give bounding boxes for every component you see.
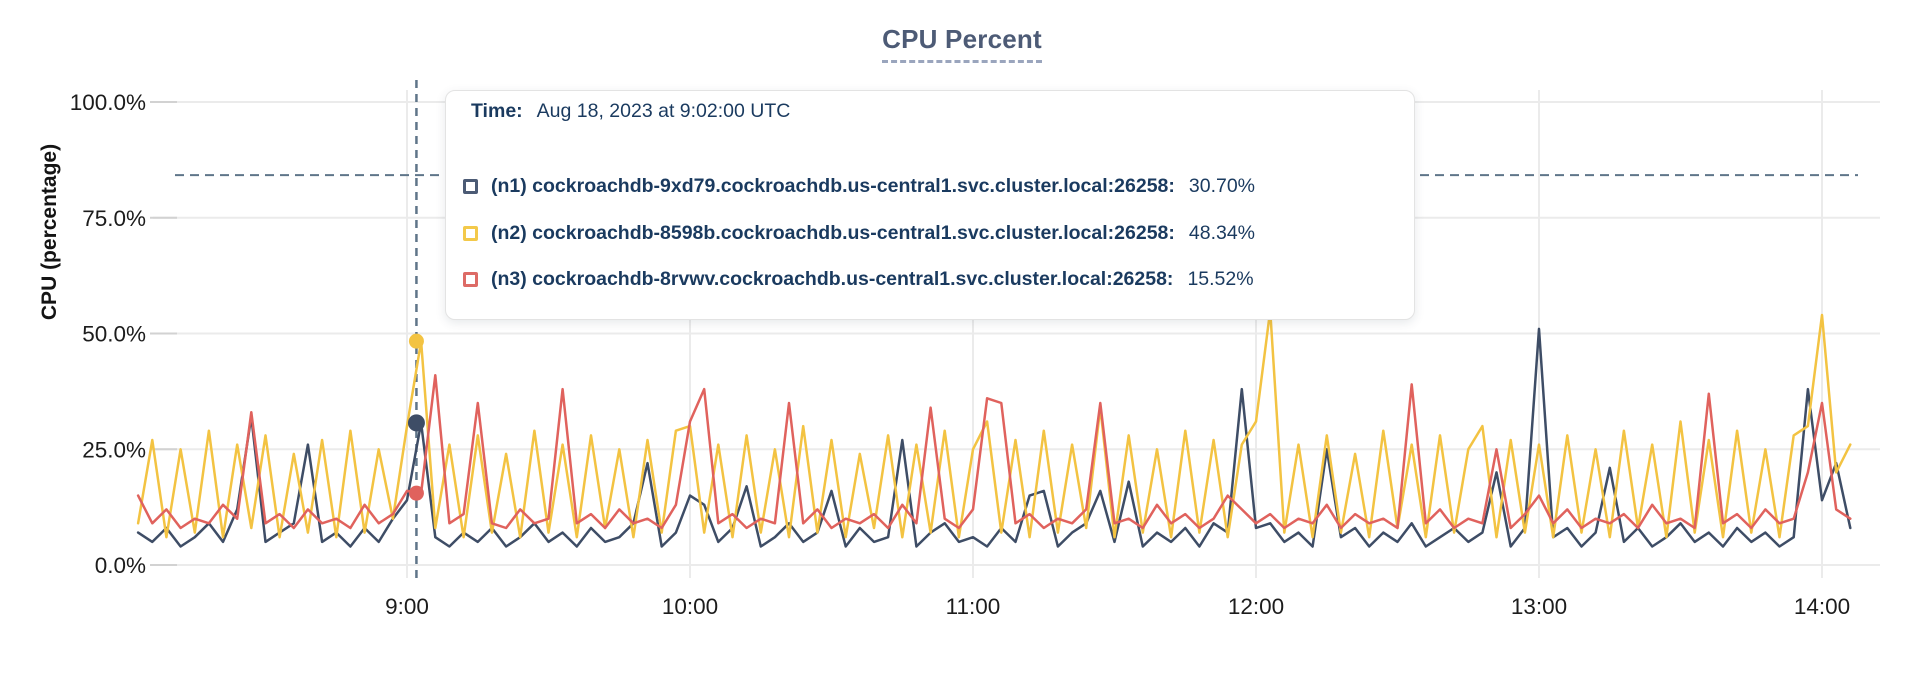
x-tick-label: 9:00 (385, 594, 429, 619)
y-tick-label: 50.0% (82, 322, 146, 347)
y-axis-title: CPU (percentage) (38, 143, 61, 321)
y-tick-label: 75.0% (82, 206, 146, 231)
tooltip-series-label: (n2) cockroachdb-8598b.cockroachdb.us-ce… (491, 221, 1175, 244)
x-tick-label: 10:00 (662, 594, 718, 619)
tooltip-series-label: (n1) cockroachdb-9xd79.cockroachdb.us-ce… (491, 174, 1175, 197)
tooltip-series-row-n2: (n2) cockroachdb-8598b.cockroachdb.us-ce… (463, 222, 1255, 244)
page-title: CPU Percent (882, 24, 1042, 63)
tooltip-series-row-n3: (n3) cockroachdb-8rvwv.cockroachdb.us-ce… (463, 268, 1254, 290)
hover-dot-n1 (407, 414, 425, 432)
tooltip-time-label: Time: (471, 100, 523, 122)
tooltip-series-value: 15.52% (1187, 267, 1254, 290)
hover-dot-n3 (408, 485, 424, 501)
chart-header: CPU Percent (0, 24, 1924, 63)
tooltip-time-row: Time: Aug 18, 2023 at 9:02:00 UTC (471, 100, 790, 123)
x-tick-label: 11:00 (946, 594, 1001, 619)
tooltip-series-value: 48.34% (1188, 221, 1256, 244)
series-swatch-icon-n2 (463, 225, 478, 241)
tooltip-time-value: Aug 18, 2023 at 9:02:00 UTC (536, 100, 791, 122)
series-line-n2 (136, 309, 1852, 539)
x-tick-label: 14:00 (1794, 594, 1850, 619)
x-tick-label: 12:00 (1228, 594, 1284, 619)
tooltip-series-label: (n3) cockroachdb-8rvwv.cockroachdb.us-ce… (491, 267, 1174, 290)
y-tick-label: 25.0% (82, 437, 146, 462)
x-tick-label: 13:00 (1511, 594, 1567, 619)
y-tick-label: 0.0% (95, 553, 146, 578)
hover-dot-n2 (408, 333, 424, 349)
series-swatch-icon-n3 (463, 271, 478, 287)
series-swatch-icon-n1 (463, 178, 478, 194)
tooltip-series-value: 30.70% (1188, 174, 1256, 197)
hover-tooltip: Time: Aug 18, 2023 at 9:02:00 UTC (n1) co… (445, 90, 1415, 320)
tooltip-series-row-n1: (n1) cockroachdb-9xd79.cockroachdb.us-ce… (463, 175, 1255, 197)
series-line-n1 (136, 327, 1852, 548)
series-line-n3 (136, 373, 1852, 530)
y-tick-label: 100.0% (70, 90, 146, 115)
